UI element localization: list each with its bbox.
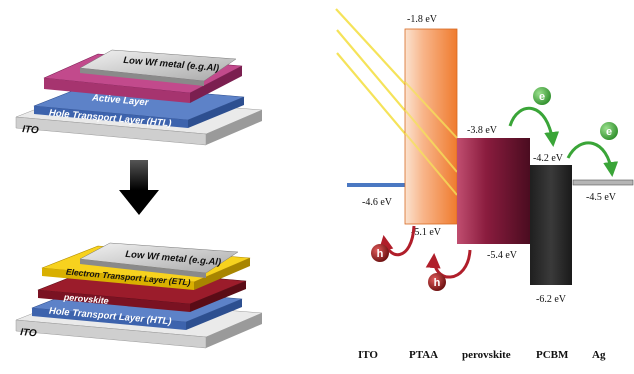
svg-text:e: e — [539, 91, 545, 103]
hole-arrow-2 — [378, 225, 416, 257]
bottom-device-stack: Low Wf metal (e.g.Al) Electron Transport… — [15, 242, 263, 349]
electron-arrow-2 — [566, 141, 619, 177]
electron-2: e — [600, 122, 618, 140]
bottom-perovskite-label: perovskite — [62, 292, 109, 306]
energy-level-diagram: -4.6 eV -1.8 eV -5.1 eV -3.8 eV -5.4 eV … — [335, 8, 634, 361]
material-label-perovskite: perovskite — [462, 349, 511, 361]
light-rays-overlay — [404, 81, 458, 196]
energy-label-ptaa-lumo: -1.8 eV — [407, 14, 438, 25]
top-ito-label: ITO — [22, 124, 40, 136]
pcbm-band — [530, 165, 572, 285]
electron-1: e — [533, 87, 551, 105]
bottom-metal-layer — [79, 242, 239, 278]
hole-arrow-1 — [425, 249, 472, 279]
hole-1: h — [371, 244, 389, 262]
svg-text:h: h — [377, 248, 384, 260]
ptaa-band — [404, 28, 458, 225]
electron-arrow-1 — [508, 106, 560, 147]
svg-text:e: e — [606, 126, 612, 138]
ito-level-bar — [347, 183, 405, 187]
top-metal-layer — [79, 49, 237, 86]
material-label-ptaa: PTAA — [409, 349, 438, 361]
energy-label-ito: -4.6 eV — [362, 197, 393, 208]
down-arrow — [119, 160, 159, 215]
top-active-label: Active Layer — [91, 92, 151, 108]
energy-label-pcbm-lumo: -4.2 eV — [533, 153, 564, 164]
bottom-ito-label: ITO — [20, 327, 38, 339]
material-label-ag: Ag — [592, 349, 606, 361]
perovskite-band — [457, 138, 530, 244]
material-label-ito: ITO — [358, 349, 378, 361]
top-device-stack: Low Wf metal (e.g.Al) Active Layer Hole … — [15, 49, 263, 146]
energy-label-ptaa-homo: -5.1 eV — [411, 227, 442, 238]
hole-2: h — [428, 273, 446, 291]
energy-label-perov-vb: -5.4 eV — [487, 250, 518, 261]
energy-label-pcbm-homo: -6.2 eV — [536, 294, 567, 305]
energy-label-perov-cb: -3.8 eV — [467, 125, 498, 136]
ag-level-bar — [572, 179, 634, 186]
energy-label-ag: -4.5 eV — [586, 192, 617, 203]
material-label-pcbm: PCBM — [536, 349, 569, 361]
svg-text:h: h — [434, 277, 441, 289]
